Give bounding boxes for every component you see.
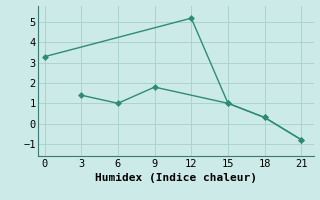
X-axis label: Humidex (Indice chaleur): Humidex (Indice chaleur) — [95, 173, 257, 183]
